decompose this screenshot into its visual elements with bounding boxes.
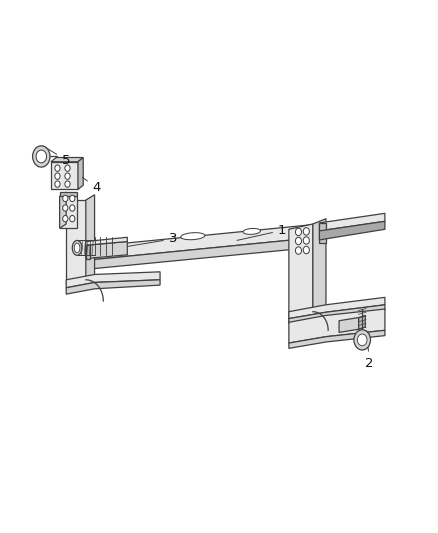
Polygon shape — [289, 224, 313, 322]
Polygon shape — [313, 219, 326, 317]
Polygon shape — [289, 309, 385, 343]
Circle shape — [295, 247, 301, 254]
Polygon shape — [77, 248, 81, 270]
Polygon shape — [66, 200, 86, 285]
Polygon shape — [289, 330, 385, 349]
Polygon shape — [86, 241, 127, 259]
Polygon shape — [359, 316, 365, 329]
Polygon shape — [86, 237, 127, 245]
Polygon shape — [289, 305, 385, 324]
Circle shape — [63, 215, 68, 222]
Polygon shape — [77, 224, 319, 261]
Text: 1: 1 — [237, 224, 286, 240]
Ellipse shape — [181, 233, 205, 240]
Circle shape — [55, 181, 60, 187]
Polygon shape — [86, 245, 90, 259]
Circle shape — [70, 205, 75, 211]
Polygon shape — [319, 223, 326, 243]
Polygon shape — [60, 196, 77, 228]
Circle shape — [63, 195, 68, 201]
Polygon shape — [66, 272, 160, 288]
Polygon shape — [66, 280, 160, 294]
Circle shape — [32, 146, 50, 167]
Ellipse shape — [72, 240, 82, 255]
Circle shape — [70, 195, 75, 201]
Circle shape — [295, 228, 301, 236]
Polygon shape — [319, 213, 385, 231]
Circle shape — [357, 334, 367, 346]
Circle shape — [65, 173, 70, 179]
Circle shape — [36, 150, 46, 163]
Ellipse shape — [74, 243, 80, 253]
Text: 2: 2 — [365, 333, 374, 370]
Circle shape — [303, 237, 309, 244]
Circle shape — [55, 173, 60, 179]
Circle shape — [65, 181, 70, 187]
Circle shape — [295, 237, 301, 245]
Polygon shape — [51, 162, 78, 189]
Polygon shape — [51, 158, 83, 162]
Polygon shape — [319, 221, 385, 240]
Polygon shape — [78, 158, 83, 189]
Polygon shape — [86, 195, 95, 285]
Circle shape — [70, 215, 75, 222]
Polygon shape — [60, 192, 77, 196]
Polygon shape — [77, 237, 319, 270]
Polygon shape — [60, 192, 66, 228]
Polygon shape — [339, 318, 359, 333]
Text: 5: 5 — [44, 146, 71, 167]
Circle shape — [303, 228, 309, 235]
Polygon shape — [289, 297, 385, 319]
Circle shape — [65, 165, 70, 171]
Circle shape — [303, 246, 309, 254]
Text: 4: 4 — [82, 177, 101, 195]
Circle shape — [55, 165, 60, 171]
Ellipse shape — [243, 229, 261, 235]
Text: 3: 3 — [128, 232, 177, 246]
Circle shape — [63, 205, 68, 211]
Circle shape — [354, 330, 371, 350]
